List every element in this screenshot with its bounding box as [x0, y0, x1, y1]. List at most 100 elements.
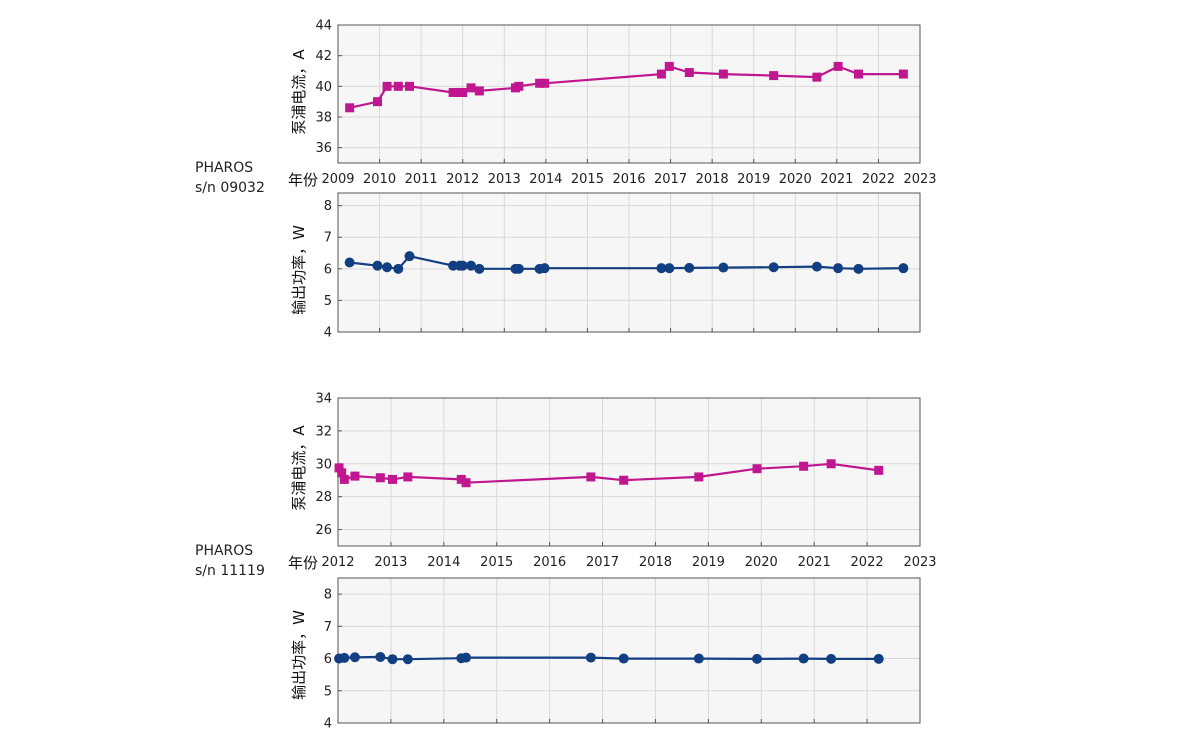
data-point-circle: [375, 651, 386, 662]
y-tick-label: 6: [324, 652, 332, 667]
y-tick-label: 36: [315, 141, 332, 156]
data-point-circle: [873, 653, 884, 664]
data-point-square: [456, 474, 466, 484]
x-tick-label: 2016: [533, 555, 566, 570]
x-tick-label: 2011: [405, 172, 438, 187]
data-point-square: [684, 68, 694, 78]
unit2-device-label-line1: PHAROS: [195, 543, 253, 559]
unit2-xlabel: 年份: [288, 554, 318, 572]
unit2-current-ylabel: 泵浦电流，A: [290, 425, 308, 511]
data-point-circle: [539, 263, 550, 274]
data-point-circle: [826, 653, 837, 664]
y-tick-label: 8: [324, 199, 332, 214]
y-tick-label: 28: [315, 490, 332, 505]
data-point-circle: [693, 653, 704, 664]
plot-background: [338, 398, 920, 546]
x-tick-label: 2021: [798, 555, 831, 570]
x-tick-label: 2017: [586, 555, 619, 570]
data-point-square: [853, 69, 863, 79]
x-tick-label: 2014: [427, 555, 460, 570]
data-point-circle: [474, 263, 485, 274]
data-point-square: [694, 472, 704, 482]
data-point-circle: [833, 263, 844, 274]
data-point-square: [403, 472, 413, 482]
x-tick-label: 2010: [363, 172, 396, 187]
data-point-square: [448, 87, 458, 97]
data-point-circle: [457, 260, 468, 271]
x-tick-label: 2016: [612, 172, 645, 187]
y-tick-label: 5: [324, 684, 332, 699]
data-point-square: [664, 61, 674, 71]
x-tick-label: 2015: [480, 555, 513, 570]
data-point-square: [656, 69, 666, 79]
data-point-circle: [513, 263, 524, 274]
data-point-circle: [811, 261, 822, 272]
data-point-square: [898, 69, 908, 79]
y-tick-label: 7: [324, 620, 332, 635]
data-point-square: [874, 465, 884, 475]
x-tick-label: 2019: [692, 555, 725, 570]
x-tick-label: 2012: [446, 172, 479, 187]
x-tick-label: 2021: [820, 172, 853, 187]
data-point-circle: [402, 654, 413, 665]
data-point-circle: [387, 654, 398, 665]
data-point-square: [466, 83, 476, 93]
data-point-square: [799, 461, 809, 471]
y-tick-label: 34: [315, 392, 332, 407]
x-tick-label: 2015: [571, 172, 604, 187]
data-point-circle: [752, 653, 763, 664]
data-point-square: [769, 71, 779, 81]
plot-frame: [337, 24, 921, 164]
y-tick-label: 4: [324, 326, 332, 341]
data-point-square: [514, 81, 524, 91]
data-point-square: [540, 78, 550, 88]
panel-1-current: 36 38 40 42 44 2009 2010 2011 2012 2013 2014 2015 20…: [315, 19, 936, 188]
data-point-square: [461, 478, 471, 488]
y-tick-label: 32: [315, 424, 332, 439]
plot-background: [338, 578, 920, 723]
data-point-circle: [853, 263, 864, 274]
y-tick-label: 42: [315, 49, 332, 64]
data-point-circle: [664, 263, 675, 274]
panel-2-power: 4 5 6 7 8: [324, 577, 921, 732]
data-point-circle: [466, 260, 477, 271]
data-point-square: [334, 463, 344, 473]
data-point-square: [337, 468, 347, 478]
x-tick-label: 2022: [862, 172, 895, 187]
data-point-circle: [339, 652, 350, 663]
data-point-square: [833, 61, 843, 71]
data-point-square: [458, 87, 468, 97]
x-tick-label: 2013: [374, 555, 407, 570]
data-point-square: [619, 475, 629, 485]
x-tick-label: 2020: [745, 555, 778, 570]
unit1-device-label-line2: s/n 09032: [195, 180, 265, 196]
x-tick-label: 2017: [654, 172, 687, 187]
y-tick-label: 8: [324, 588, 332, 603]
data-point-square: [382, 81, 392, 91]
x-tick-label: 2023: [903, 172, 936, 187]
panel-1-power: 4 5 6 7 8: [324, 192, 921, 341]
x-tick-label: 2023: [903, 555, 936, 570]
plot-frame: [337, 577, 921, 724]
unit1-power-ylabel: 输出功率，W: [290, 225, 308, 315]
data-point-square: [586, 472, 596, 482]
x-tick-label: 2018: [696, 172, 729, 187]
data-point-circle: [461, 652, 472, 663]
panel-2-current: 26 28 30 32 34 2012 2013 2014 2015 2016 2017 2018 20…: [315, 392, 936, 571]
y-tick-label: 38: [315, 111, 332, 126]
data-point-square: [387, 474, 397, 484]
x-tick-label: 2018: [639, 555, 672, 570]
unit1-xlabel: 年份: [288, 171, 318, 189]
unit1-device-label-line1: PHAROS: [195, 160, 253, 176]
data-point-circle: [404, 251, 415, 262]
data-point-circle: [684, 262, 695, 273]
x-tick-label: 2012: [321, 555, 354, 570]
data-point-square: [345, 103, 355, 113]
y-tick-label: 44: [315, 19, 332, 34]
x-tick-label: 2013: [488, 172, 521, 187]
data-point-circle: [798, 653, 809, 664]
data-point-circle: [393, 263, 404, 274]
y-tick-label: 26: [315, 523, 332, 538]
